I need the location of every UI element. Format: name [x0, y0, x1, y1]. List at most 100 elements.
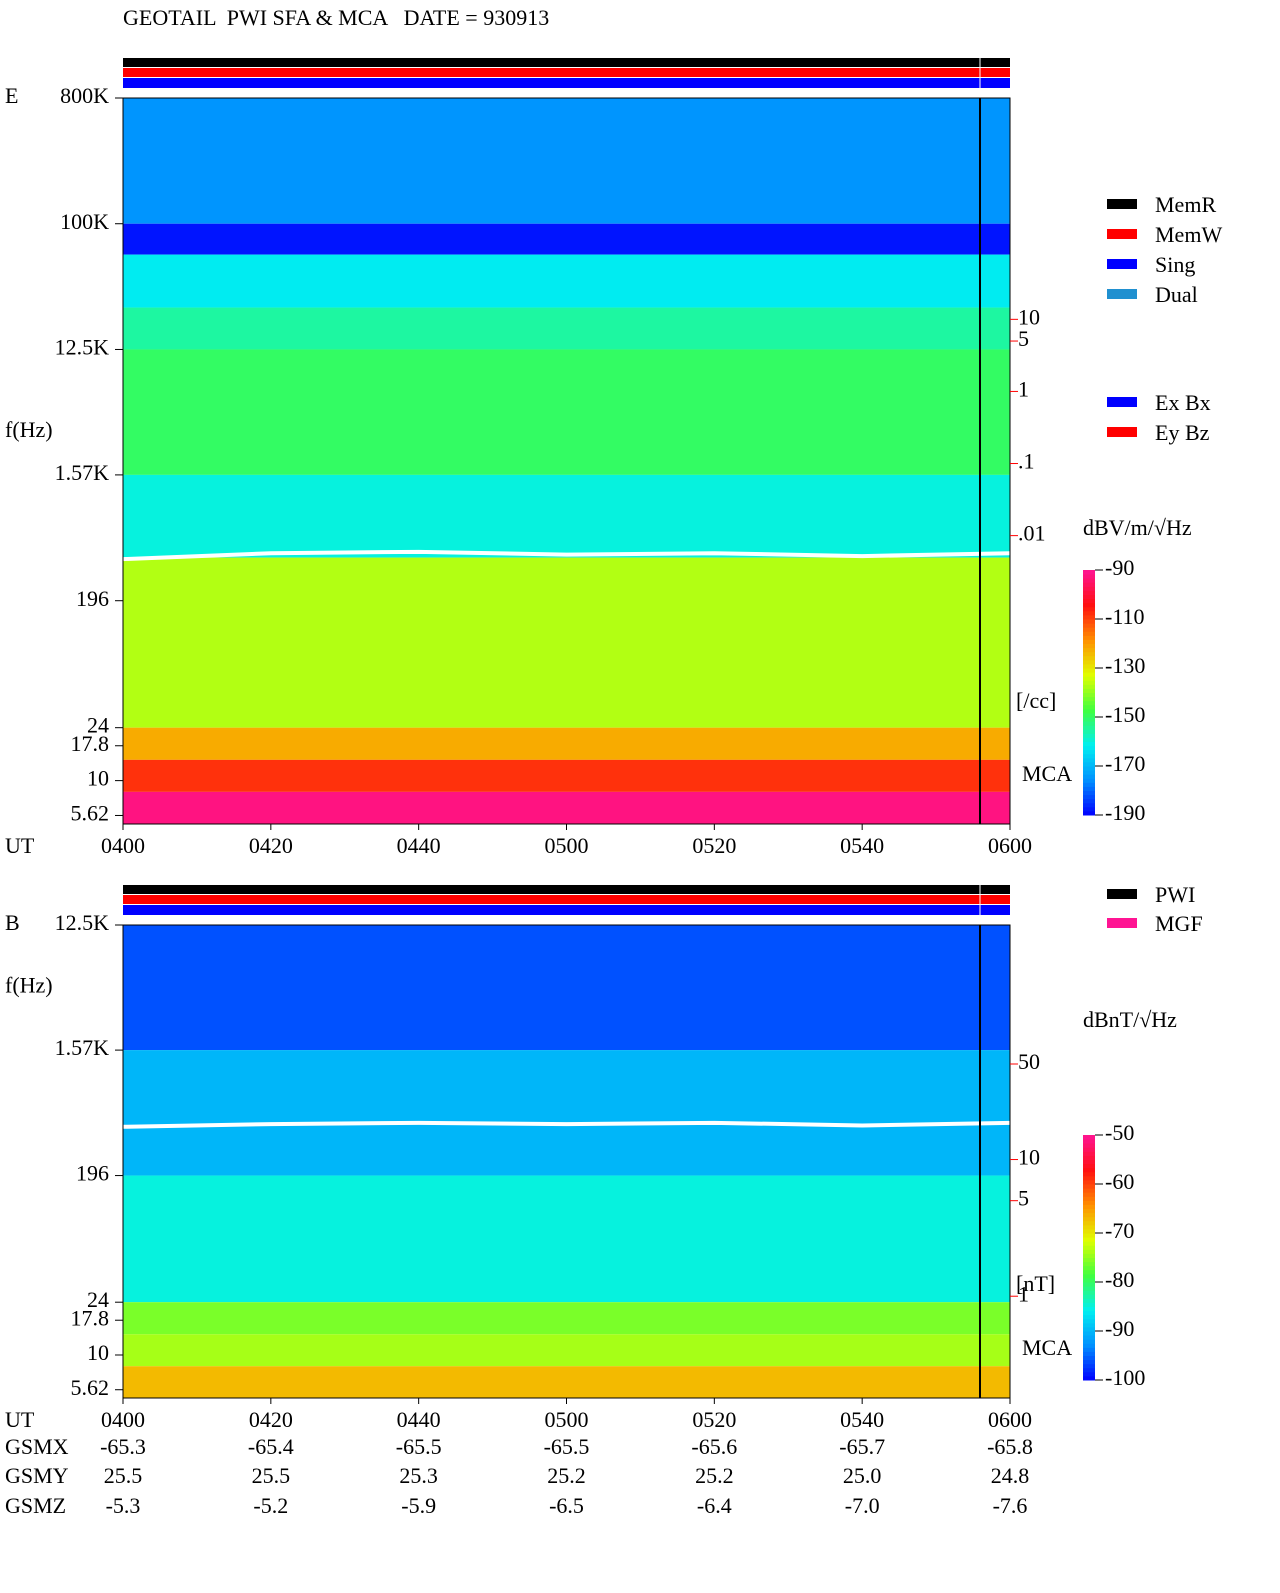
colorbar-cell — [1083, 1331, 1095, 1336]
y-tick-label: 17.8 — [71, 1305, 110, 1330]
colorbar-cell — [1083, 610, 1095, 616]
colorbar-cell — [1083, 1184, 1095, 1189]
colorbar-cell — [1083, 1306, 1095, 1312]
colorbar-tick-label: -130 — [1105, 653, 1145, 678]
colorbar-cell — [1083, 684, 1095, 689]
colorbar-cell — [1083, 778, 1095, 783]
colorbar-cell — [1083, 729, 1095, 734]
legend-swatch — [1107, 427, 1137, 437]
y2-tick-label: .1 — [1018, 449, 1035, 474]
colorbar-cell — [1083, 753, 1095, 759]
colorbar-tick-label: -80 — [1105, 1267, 1134, 1292]
y-tick-label: 24 — [87, 713, 109, 738]
orbit-value: -65.6 — [691, 1434, 737, 1459]
spectrogram-band — [123, 1366, 1010, 1398]
colorbar-cell — [1083, 1261, 1095, 1267]
colorbar-cell — [1083, 676, 1095, 681]
spectrogram-band — [123, 98, 1010, 224]
colorbar-cell — [1083, 1147, 1095, 1152]
colorbar-cell — [1083, 1335, 1095, 1340]
colorbar-cell — [1083, 578, 1095, 583]
colorbar-cell — [1083, 1347, 1095, 1352]
y-tick-label: 196 — [76, 586, 109, 611]
colorbar-cell — [1083, 602, 1095, 608]
colorbar-cell — [1083, 598, 1095, 604]
colorbar-cell — [1083, 741, 1095, 747]
colorbar-cell — [1083, 1139, 1095, 1144]
colorbar-cell — [1083, 1310, 1095, 1316]
colorbar-tick-label: -50 — [1105, 1120, 1134, 1145]
colorbar-tick-label: -110 — [1105, 604, 1145, 629]
x-tick-label: 0400 — [101, 1407, 145, 1432]
colorbar-cell — [1083, 802, 1095, 808]
x-tick-label: 0440 — [397, 833, 441, 858]
trace-line — [122, 1120, 1011, 1129]
status-bar — [123, 905, 1010, 915]
y-tick-label: 196 — [76, 1161, 109, 1186]
x-tick-label: 0420 — [249, 1407, 293, 1432]
colorbar-tick-label: -150 — [1105, 702, 1145, 727]
colorbar-cell — [1083, 1290, 1095, 1295]
colorbar-cell — [1083, 757, 1095, 763]
colorbar-cell — [1083, 1208, 1095, 1214]
legend-swatch — [1107, 259, 1137, 269]
status-bar — [123, 58, 1010, 67]
colorbar-cell — [1083, 1241, 1095, 1246]
mca-label: MCA — [1022, 761, 1072, 786]
colorbar-cell — [1083, 1326, 1095, 1332]
colorbar-cell — [1083, 692, 1095, 698]
colorbar-cell — [1083, 761, 1095, 767]
colorbar-cell — [1083, 1314, 1095, 1320]
colorbar-cell — [1083, 721, 1095, 726]
spectrogram-band — [123, 557, 1010, 728]
spectrogram-band — [123, 925, 1010, 1051]
colorbar-cell — [1083, 1224, 1095, 1230]
y-tick-label: 17.8 — [71, 731, 110, 756]
legend-swatch — [1107, 289, 1137, 299]
colorbar-cell — [1083, 1339, 1095, 1344]
x-tick-label: 0400 — [101, 833, 145, 858]
y-tick-label: 10 — [87, 766, 109, 791]
colorbar-cell — [1083, 810, 1095, 816]
orbit-value: -65.8 — [987, 1434, 1033, 1459]
orbit-value: -65.5 — [396, 1434, 442, 1459]
colorbar-cell — [1083, 717, 1095, 722]
x-tick-label: 0520 — [692, 1407, 736, 1432]
colorbar-cell — [1083, 1237, 1095, 1242]
orbit-label: GSMZ — [5, 1493, 66, 1518]
y2-label: [/cc] — [1016, 688, 1056, 713]
colorbar-cell — [1083, 725, 1095, 730]
y2-tick-label: 10 — [1018, 304, 1040, 329]
colorbar-tick-label: -60 — [1105, 1169, 1134, 1194]
colorbar-tick-label: -170 — [1105, 751, 1145, 776]
colorbar-cell — [1083, 643, 1095, 649]
orbit-value: 25.2 — [547, 1463, 586, 1488]
legend-label: MemR — [1155, 192, 1216, 217]
colorbar-cell — [1083, 1343, 1095, 1348]
colorbar-cell — [1083, 1216, 1095, 1222]
colorbar-cell — [1083, 659, 1095, 665]
orbit-value: 24.8 — [991, 1463, 1030, 1488]
legend-swatch — [1107, 229, 1137, 239]
colorbar-cell — [1083, 1171, 1095, 1177]
figure-title: GEOTAIL PWI SFA & MCA DATE = 930913 — [123, 5, 549, 30]
spectrogram-band — [123, 1050, 1010, 1176]
colorbar-tick-label: -100 — [1105, 1365, 1145, 1390]
orbit-value: -5.9 — [401, 1493, 436, 1518]
status-bar — [123, 78, 1010, 88]
orbit-value: 25.0 — [843, 1463, 882, 1488]
orbit-value: -7.6 — [993, 1493, 1028, 1518]
panel-label: E — [5, 83, 18, 108]
x-label: UT — [5, 833, 35, 858]
colorbar-cell — [1083, 680, 1095, 685]
colorbar-cell — [1083, 1200, 1095, 1205]
x-tick-label: 0420 — [249, 833, 293, 858]
y2-tick-label: 5 — [1018, 1186, 1029, 1211]
colorbar-cell — [1083, 782, 1095, 787]
colorbar-cell — [1083, 1212, 1095, 1218]
colorbar-cell — [1083, 1249, 1095, 1254]
colorbar-tick-label: -90 — [1105, 1316, 1134, 1341]
colorbar-cell — [1083, 1233, 1095, 1238]
legend-swatch — [1107, 199, 1137, 209]
colorbar-cell — [1083, 712, 1095, 718]
